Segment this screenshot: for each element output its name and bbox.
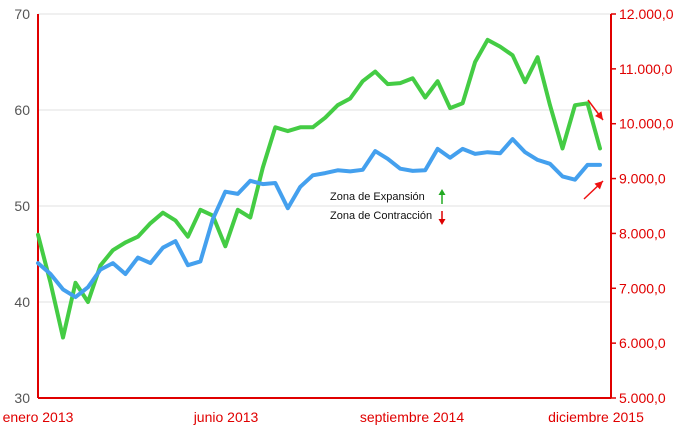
legend-label: Zona de Expansión bbox=[330, 191, 425, 203]
right-tick-label: 5.000,0 bbox=[619, 390, 666, 406]
annotation-arrowhead-icon bbox=[595, 111, 603, 120]
left-tick-label: 30 bbox=[14, 390, 30, 406]
gridlines bbox=[38, 13, 611, 399]
left-axis-ticks: 30 40 50 60 70 bbox=[14, 6, 30, 406]
annotation-arrowhead-icon bbox=[594, 181, 603, 190]
right-axis-ticks: 5.000,0 6.000,0 7.000,0 8.000,0 9.000,0 10.00… bbox=[611, 6, 674, 406]
right-tick-label: 9.000,0 bbox=[619, 171, 666, 187]
right-tick-label: 7.000,0 bbox=[619, 280, 666, 296]
x-axis-ticks: enero 2013 junio 2013 septiembre 2014 dicie… bbox=[3, 409, 644, 425]
right-tick-label: 6.000,0 bbox=[619, 335, 666, 351]
contraction-arrowhead-icon bbox=[438, 219, 446, 225]
legend: Zona de Expansión Zona de Contracción bbox=[330, 189, 446, 225]
legend-label: Zona de Contracción bbox=[330, 210, 432, 222]
right-tick-label: 11.000,0 bbox=[619, 61, 673, 77]
right-tick-label: 8.000,0 bbox=[619, 225, 666, 241]
x-tick-label: diciembre 2015 bbox=[548, 409, 644, 425]
right-axis-series-line bbox=[36, 137, 602, 300]
annotations bbox=[583, 99, 604, 200]
left-axis-series-line bbox=[36, 37, 602, 340]
axes bbox=[37, 14, 612, 399]
right-tick-label: 12.000,0 bbox=[619, 6, 674, 22]
right-tick-label: 10.000,0 bbox=[619, 116, 674, 132]
expansion-arrowhead-icon bbox=[438, 189, 446, 195]
left-tick-label: 60 bbox=[14, 102, 30, 118]
x-tick-label: septiembre 2014 bbox=[360, 409, 465, 425]
left-tick-label: 70 bbox=[14, 6, 30, 22]
left-tick-label: 40 bbox=[14, 294, 30, 310]
x-tick-label: junio 2013 bbox=[193, 409, 259, 425]
left-tick-label: 50 bbox=[14, 198, 30, 214]
series-lines bbox=[36, 37, 602, 340]
x-tick-label: enero 2013 bbox=[3, 409, 74, 425]
